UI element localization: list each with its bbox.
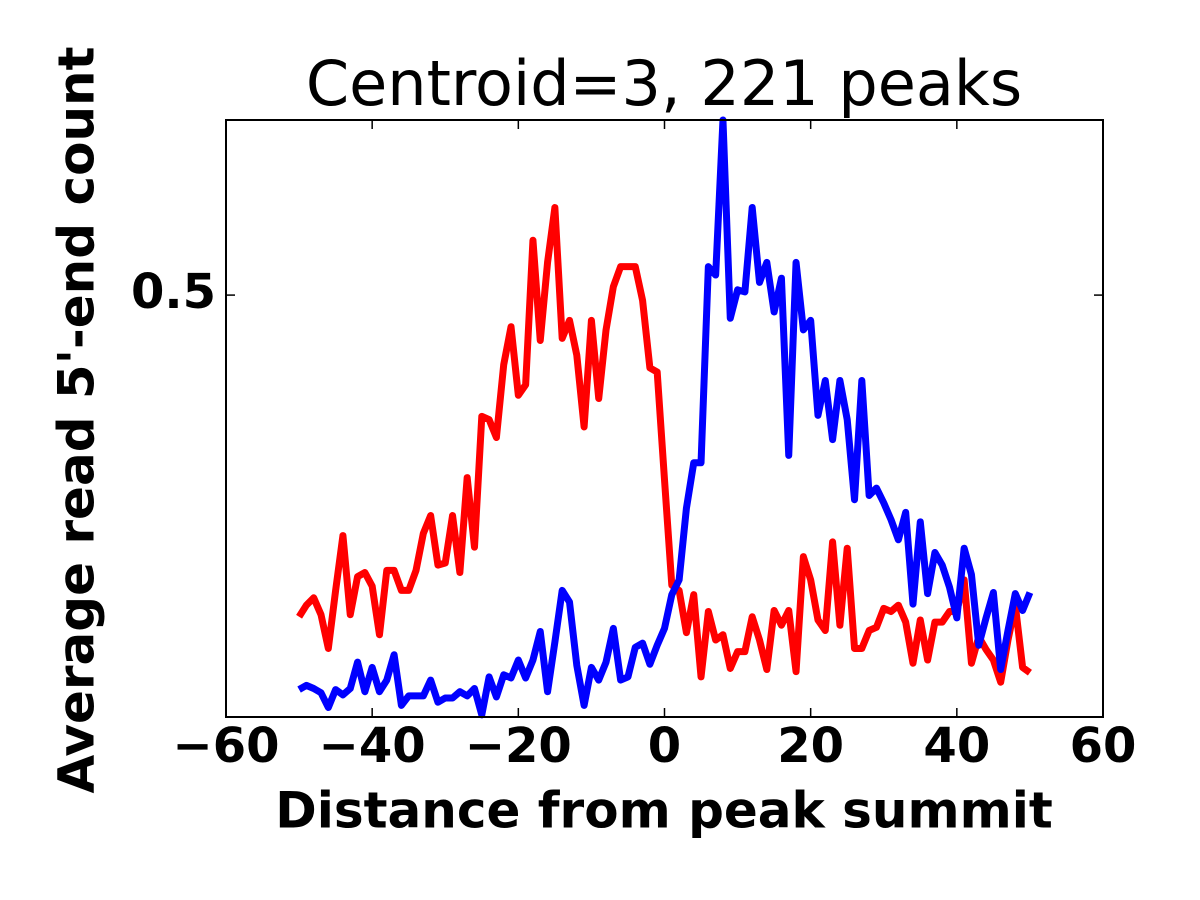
y-tick-label: 0.5 bbox=[131, 264, 216, 320]
x-axis-label: Distance from peak summit bbox=[275, 782, 1053, 840]
x-tick-label: 40 bbox=[923, 718, 990, 774]
x-tick-label: −40 bbox=[319, 718, 426, 774]
x-tick-label: −60 bbox=[172, 718, 279, 774]
chart-title: Centroid=3, 221 peaks bbox=[306, 47, 1022, 120]
x-tick-label: 20 bbox=[777, 718, 844, 774]
x-tick-label: −20 bbox=[465, 718, 572, 774]
x-tick-label: 60 bbox=[1070, 718, 1137, 774]
line-series bbox=[296, 204, 1032, 686]
y-axis-label: Average read 5'-end count bbox=[48, 46, 106, 793]
line-series bbox=[297, 116, 1034, 719]
x-tick-label: 0 bbox=[648, 718, 681, 774]
plot-frame bbox=[225, 119, 1104, 718]
